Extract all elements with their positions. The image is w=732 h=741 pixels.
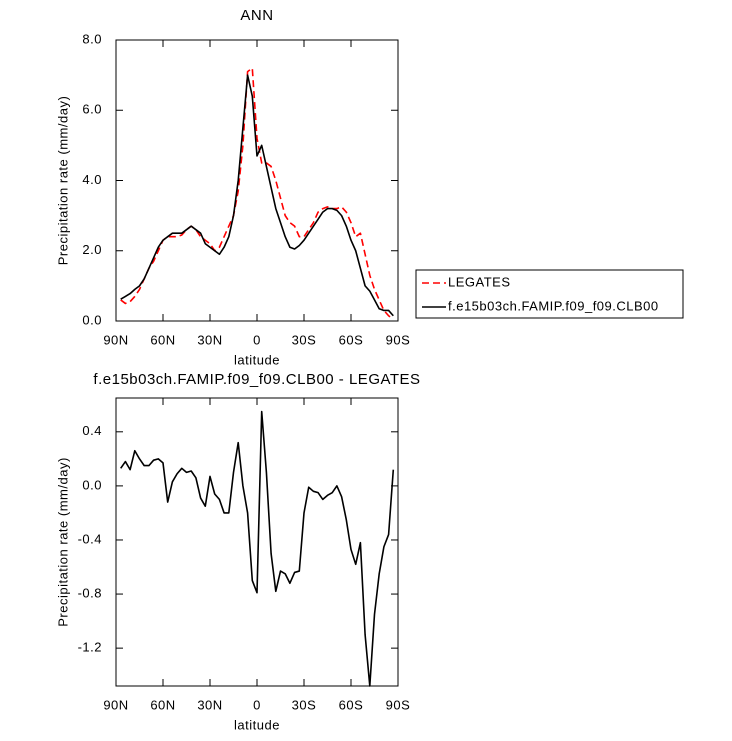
x-tick-label: 90N [103, 332, 128, 347]
x-tick-label: 30N [197, 697, 222, 712]
chart-title: f.e15b03ch.FAMIP.f09_f09.CLB00 - LEGATES [93, 371, 420, 388]
legend-box [415, 269, 684, 319]
x-tick-label: 90N [103, 697, 128, 712]
y-tick-label: 0.0 [82, 312, 102, 327]
y-tick-label: -0.8 [78, 585, 102, 600]
y-tick-label: -1.2 [78, 640, 102, 655]
plot-frame [115, 397, 399, 687]
y-tick-label: 0.4 [82, 423, 102, 438]
x-tick-label: 60S [339, 332, 364, 347]
y-tick-label: 8.0 [82, 31, 102, 46]
x-axis-label: latitude [234, 717, 280, 732]
x-tick-label: 90S [386, 332, 411, 347]
y-tick-label: 0.0 [82, 477, 102, 492]
legend-label: LEGATES [448, 274, 511, 289]
plot-frame [115, 39, 399, 322]
data-line [120, 67, 394, 320]
x-tick-label: 30S [292, 697, 317, 712]
x-tick-label: 30S [292, 332, 317, 347]
x-tick-label: 60N [150, 332, 175, 347]
x-tick-label: 0 [253, 697, 261, 712]
y-tick-label: 6.0 [82, 102, 102, 117]
y-tick-label: 2.0 [82, 242, 102, 257]
x-axis-label: latitude [234, 352, 280, 367]
y-tick-label: 4.0 [82, 172, 102, 187]
chart-title: ANN [240, 7, 273, 24]
data-line [120, 410, 395, 687]
data-line [120, 74, 394, 317]
y-axis-label: Precipitation rate (mm/day) [55, 457, 70, 627]
y-axis-label: Precipitation rate (mm/day) [55, 96, 70, 266]
x-tick-label: 90S [386, 697, 411, 712]
y-tick-label: -0.4 [78, 531, 102, 546]
x-tick-label: 60N [150, 697, 175, 712]
legend-label: f.e15b03ch.FAMIP.f09_f09.CLB00 [448, 298, 659, 313]
x-tick-label: 30N [197, 332, 222, 347]
x-tick-label: 60S [339, 697, 364, 712]
x-tick-label: 0 [253, 332, 261, 347]
